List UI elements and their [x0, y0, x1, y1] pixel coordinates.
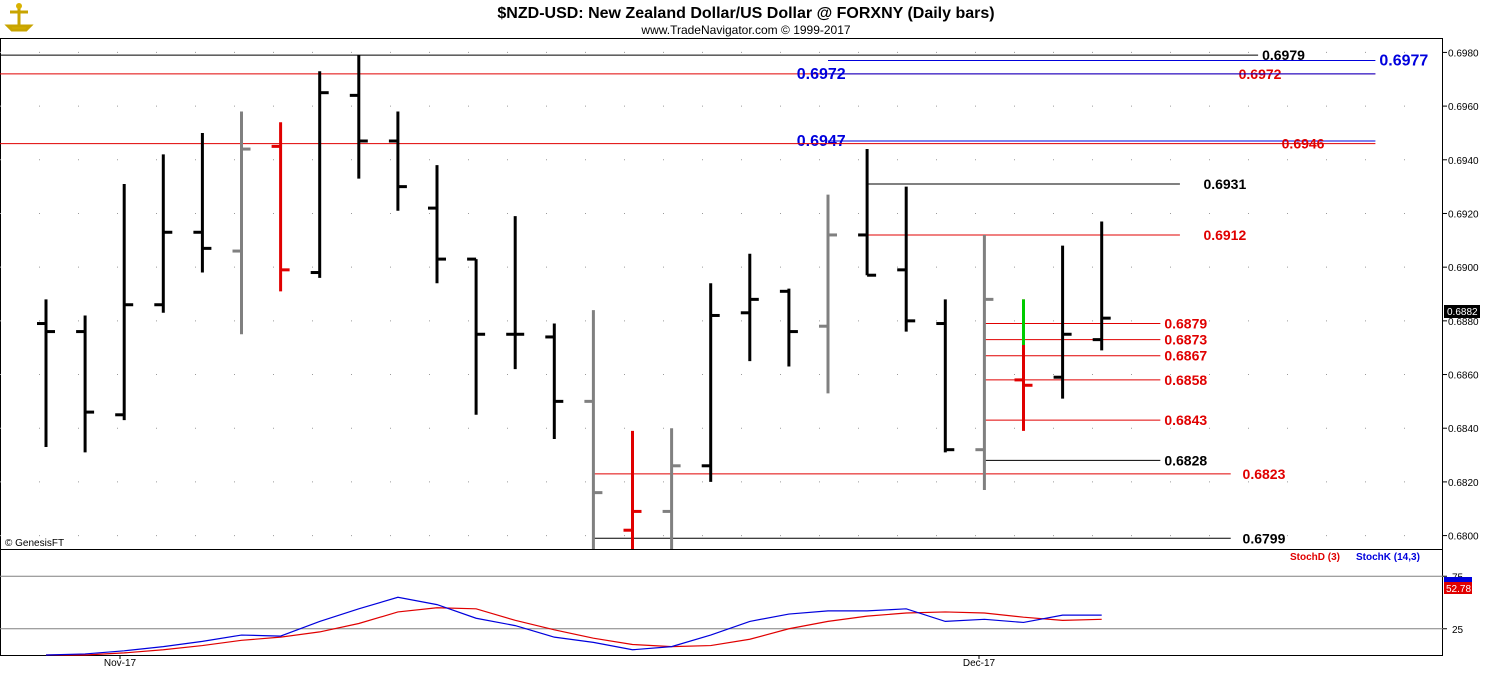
y-tick-label: 0.6880	[1448, 317, 1479, 328]
y-tick-label: 0.6820	[1448, 478, 1479, 489]
y-tick-label: 0.6940	[1448, 156, 1479, 167]
y-tick-label: 0.6860	[1448, 371, 1479, 382]
level-label: 0.6979	[1262, 47, 1305, 63]
y-tick-label: 0.6840	[1448, 424, 1479, 435]
price-bars	[37, 55, 1111, 549]
legend-stochk: StochK (14,3)	[1356, 552, 1420, 563]
level-label: 0.6799	[1243, 530, 1286, 546]
stoch-tick-label: 25	[1452, 625, 1464, 636]
x-tick-label: Nov-17	[104, 658, 137, 669]
level-label: 0.6912	[1203, 227, 1246, 243]
level-label: 0.6823	[1243, 466, 1286, 482]
ship-wheel-logo-icon	[4, 2, 34, 32]
level-label: 0.6972	[797, 66, 846, 83]
copyright-label: © GenesisFT	[5, 538, 64, 549]
y-tick-label: 0.6900	[1448, 263, 1479, 274]
level-label: 0.6977	[1379, 52, 1428, 69]
stoch-last-label: 52.78	[1446, 584, 1471, 595]
legend-stochd: StochD (3)	[1290, 552, 1340, 563]
stoch-last-badge: 52.78	[1444, 577, 1472, 595]
level-label: 0.6828	[1164, 452, 1207, 468]
level-label: 0.6867	[1164, 348, 1207, 364]
y-tick-label: 0.6980	[1448, 48, 1479, 59]
level-label: 0.6879	[1164, 316, 1207, 332]
level-label: 0.6858	[1164, 372, 1207, 388]
level-label: 0.6931	[1203, 176, 1246, 192]
stochastic-lines	[0, 575, 1443, 656]
y-tick-label: 0.6800	[1448, 532, 1479, 543]
time-axis: Nov-17 Dec-17	[104, 655, 996, 669]
level-label: 0.6946	[1282, 136, 1325, 152]
chart-title: $NZD-USD: New Zealand Dollar/US Dollar @…	[497, 5, 994, 22]
chart-subtitle: www.TradeNavigator.com © 1999-2017	[640, 23, 850, 37]
x-tick-label: Dec-17	[963, 658, 996, 669]
level-label: 0.6947	[797, 133, 846, 150]
level-label: 0.6873	[1164, 332, 1207, 348]
y-tick-label: 0.6920	[1448, 209, 1479, 220]
level-label: 0.6843	[1164, 412, 1207, 428]
price-panel-frame	[0, 38, 1443, 550]
y-tick-label: 0.6960	[1448, 102, 1479, 113]
stoch-series-line	[46, 607, 1102, 656]
price-axis: 0.69800.69600.69400.69200.69000.68800.68…	[1443, 48, 1479, 543]
last-price-badge: 0.6882	[1444, 305, 1480, 318]
gridlines	[0, 51, 1443, 537]
stoch-series-line	[45, 596, 1102, 656]
last-price-label: 0.6882	[1447, 307, 1478, 318]
